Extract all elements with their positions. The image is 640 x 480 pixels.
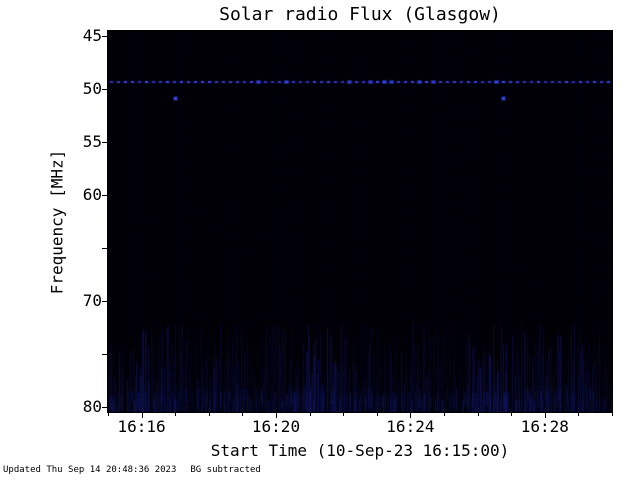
x-tick-minor-mark [511, 413, 513, 416]
y-axis-label: Frequency [MHz] [47, 149, 67, 295]
x-tick-label: 16:28 [520, 417, 569, 436]
y-tick-mark [102, 353, 107, 355]
y-tick-label: 45 [82, 26, 102, 46]
x-tick-minor-mark [208, 413, 210, 416]
y-tick-mark [102, 247, 107, 249]
y-tick-mark [102, 36, 107, 38]
x-tick-label: 16:16 [117, 417, 166, 436]
x-tick-minor-mark [175, 413, 177, 416]
chart-title: Solar radio Flux (Glasgow) [219, 4, 501, 25]
x-tick-minor-mark [578, 413, 580, 416]
x-tick-mark [410, 413, 412, 418]
x-tick-minor-mark [242, 413, 244, 416]
x-tick-label: 16:20 [251, 417, 301, 436]
y-tick-mark [102, 195, 107, 197]
y-tick-label: 50 [82, 79, 102, 99]
x-tick-minor-mark [108, 413, 109, 416]
x-tick-mark [141, 413, 143, 418]
x-tick-minor-mark [376, 413, 378, 416]
y-tick-mark [102, 300, 107, 302]
footer-updated-text: Updated Thu Sep 14 20:48:36 2023 [3, 465, 177, 475]
y-tick-label: 60 [82, 185, 102, 205]
x-tick-minor-mark [477, 413, 479, 416]
y-tick-label: 70 [82, 290, 102, 310]
x-tick-mark [544, 413, 546, 418]
x-tick-label: 16:24 [386, 417, 435, 436]
footer-bg-note: BG subtracted [190, 465, 261, 475]
y-tick-mark [102, 142, 107, 144]
plot-area [107, 30, 613, 413]
y-tick-mark [102, 89, 107, 91]
footer: Updated Thu Sep 14 20:48:36 2023 BG subtr… [3, 465, 261, 475]
spectrogram-canvas [108, 31, 612, 412]
y-tick-label: 55 [82, 132, 102, 152]
x-tick-minor-mark [444, 413, 445, 416]
y-tick-label: 80 [82, 396, 102, 416]
x-tick-minor-mark [343, 413, 345, 416]
x-tick-minor-mark [309, 413, 311, 416]
x-axis-label: Start Time (10-Sep-23 16:15:00) [210, 441, 510, 460]
x-tick-minor-mark [612, 413, 613, 416]
y-tick-mark [102, 406, 107, 408]
x-tick-mark [276, 413, 277, 418]
